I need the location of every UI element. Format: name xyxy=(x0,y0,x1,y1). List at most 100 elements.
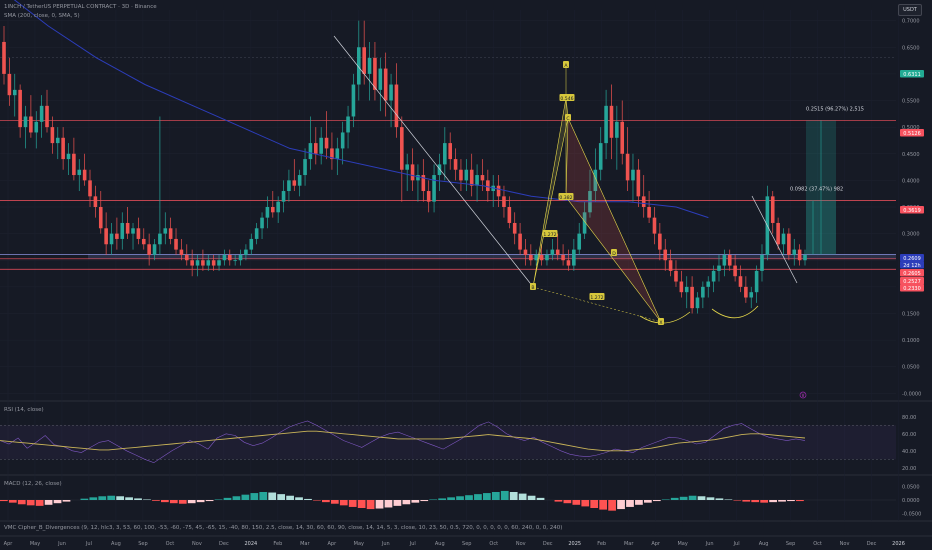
rsi-indicator-label[interactable]: RSI (14, close) xyxy=(4,407,44,413)
candle xyxy=(389,84,393,101)
macd-bar xyxy=(679,496,688,500)
currency-button[interactable]: USDT xyxy=(898,4,922,16)
macd-bar xyxy=(724,499,733,500)
pattern-label-box xyxy=(559,94,575,101)
symbol-title: 1INCH / TetherUS PERPETUAL CONTRACT · 3D… xyxy=(4,4,157,10)
sma-line xyxy=(13,0,709,219)
candle xyxy=(507,206,512,223)
macd-bar xyxy=(295,497,303,500)
candle xyxy=(443,143,447,165)
price-tag-label: 0.2609 xyxy=(903,256,921,262)
candle xyxy=(561,254,565,261)
candle xyxy=(270,206,275,213)
rsi-tick-label: 60.00 xyxy=(902,432,916,438)
x-tick-label: Apr xyxy=(327,541,337,547)
candle xyxy=(45,105,49,128)
macd-bar xyxy=(98,496,107,500)
candle xyxy=(749,292,754,298)
candle xyxy=(141,238,146,245)
sma-indicator-label[interactable]: SMA (200, close, 0, SMA, 5) xyxy=(4,13,80,19)
alert-marker-label: V xyxy=(802,393,805,398)
candle xyxy=(346,116,350,133)
candle xyxy=(647,206,651,218)
candle xyxy=(733,265,737,277)
trend-line xyxy=(751,195,798,284)
candle xyxy=(518,233,522,250)
macd-bar xyxy=(617,500,625,510)
pattern-label: X xyxy=(659,320,662,326)
candle xyxy=(357,47,361,85)
candle xyxy=(227,254,232,261)
candle xyxy=(313,143,318,154)
macd-bar xyxy=(375,500,384,509)
candle xyxy=(201,260,205,266)
x-tick-label: Mar xyxy=(300,541,310,547)
candle xyxy=(383,68,388,101)
macd-bar xyxy=(8,500,17,503)
macd-bar xyxy=(590,500,599,508)
x-tick-label: 2025 xyxy=(568,541,581,547)
candle xyxy=(760,254,764,271)
macd-bar xyxy=(760,500,769,503)
macd-bar xyxy=(196,500,205,503)
macd-bar xyxy=(778,500,786,502)
x-tick-label: Jun xyxy=(381,541,390,547)
vmc-indicator-label[interactable]: VMC Cipher_B_Divergences (9, 12, hlc3, 3… xyxy=(4,525,563,531)
candle xyxy=(555,249,560,255)
candle xyxy=(308,143,313,160)
price-tag xyxy=(900,261,924,269)
macd-bar xyxy=(500,490,509,500)
candle xyxy=(281,191,286,202)
macd-bar xyxy=(706,497,715,500)
candle xyxy=(529,254,533,261)
macd-bar xyxy=(44,500,53,505)
macd-bar xyxy=(769,500,777,503)
macd-bar xyxy=(357,500,366,508)
candle xyxy=(776,222,780,245)
candle xyxy=(593,169,598,192)
macd-bar xyxy=(152,500,160,501)
candle xyxy=(636,169,641,197)
macd-bar xyxy=(652,500,661,502)
target-label: 0.2515 (96.27%) 2,515 xyxy=(806,106,864,112)
candle xyxy=(539,254,544,261)
candle xyxy=(469,169,474,186)
pattern-label-box xyxy=(558,193,574,200)
pattern-label: 1.272 xyxy=(543,232,556,238)
candle xyxy=(711,270,716,282)
candle xyxy=(330,148,334,160)
candle xyxy=(722,254,727,266)
candle xyxy=(152,244,157,255)
price-tag-label: 0.2605 xyxy=(903,271,921,277)
y-tick-label: 0.4500 xyxy=(902,152,920,158)
price-tag xyxy=(900,284,924,292)
x-tick-label: Sep xyxy=(462,541,471,547)
macd-bar xyxy=(447,497,455,500)
x-tick-label: Sep xyxy=(786,541,795,547)
candle xyxy=(448,143,452,160)
x-tick-label: Jun xyxy=(57,541,66,547)
candle xyxy=(351,84,356,117)
cup-arc xyxy=(639,311,691,324)
candle xyxy=(61,137,65,160)
candle xyxy=(260,217,264,229)
candle xyxy=(319,137,323,154)
macd-bar xyxy=(411,500,420,503)
candle xyxy=(684,286,689,293)
candle xyxy=(416,175,420,181)
macd-indicator-label[interactable]: MACD (12, 26, close) xyxy=(4,481,62,487)
pattern-label-box xyxy=(658,318,664,325)
candle xyxy=(12,89,17,96)
candle xyxy=(502,196,506,207)
macd-bar xyxy=(322,500,330,503)
trend-line xyxy=(333,35,535,289)
candle xyxy=(98,206,103,229)
candle xyxy=(787,233,791,255)
pattern-label: 0.546 xyxy=(560,96,573,102)
macd-bar xyxy=(626,500,634,507)
candle xyxy=(410,164,415,181)
candle xyxy=(50,127,55,144)
candle xyxy=(244,249,248,255)
support-zone xyxy=(88,254,896,259)
